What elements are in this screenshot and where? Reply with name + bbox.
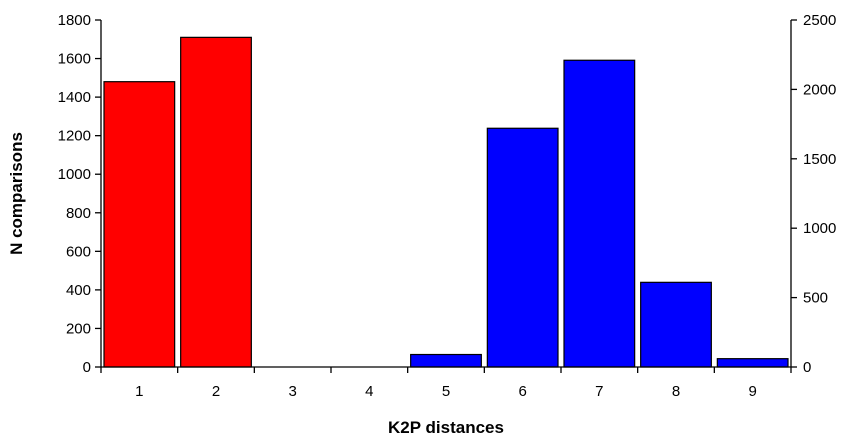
y-tick-label-right: 2000 bbox=[803, 81, 836, 98]
y-tick-label-left: 0 bbox=[83, 359, 91, 376]
x-tick-label: 6 bbox=[518, 383, 526, 400]
x-tick-label: 7 bbox=[595, 383, 603, 400]
bar-left-1 bbox=[103, 81, 176, 368]
bar-left-2 bbox=[180, 36, 252, 368]
y-tick-label-left: 1400 bbox=[58, 89, 91, 106]
x-tick-label: 1 bbox=[135, 383, 143, 400]
y-tick-label-left: 1800 bbox=[58, 12, 91, 29]
y-tick-label-left: 200 bbox=[66, 320, 91, 337]
y-tick-label-left: 1000 bbox=[58, 166, 91, 183]
y-tick-label-left: 400 bbox=[66, 282, 91, 299]
labels-group: 0 200 400 600 800 1000 1200 1400 1600 1800 0 500 100… bbox=[58, 12, 837, 400]
x-tick-label: 9 bbox=[748, 383, 756, 400]
bar-right-5 bbox=[410, 353, 482, 368]
x-tick-label: 3 bbox=[288, 383, 296, 400]
y-axis-title: N comparisons bbox=[7, 132, 26, 255]
y-tick-label-left: 800 bbox=[66, 205, 91, 222]
x-tick-label: 5 bbox=[442, 383, 450, 400]
axes-group bbox=[95, 19, 797, 373]
y-tick-label-left: 1200 bbox=[58, 128, 91, 145]
y-tick-label-right: 0 bbox=[803, 359, 811, 376]
x-axis-title: K2P distances bbox=[388, 418, 504, 437]
y-tick-label-right: 500 bbox=[803, 290, 828, 307]
y-tick-label-left: 1600 bbox=[58, 51, 91, 68]
bars-group bbox=[103, 36, 789, 368]
y-tick-label-right: 1000 bbox=[803, 220, 836, 237]
x-tick-label: 2 bbox=[212, 383, 220, 400]
bar-right-6 bbox=[486, 127, 559, 368]
bar-right-9 bbox=[716, 358, 789, 368]
bar-right-7 bbox=[563, 59, 636, 368]
y-tick-label-left: 600 bbox=[66, 243, 91, 260]
bar-right-8 bbox=[640, 281, 712, 368]
x-tick-label: 8 bbox=[672, 383, 680, 400]
y-tick-label-right: 1500 bbox=[803, 151, 836, 168]
y-tick-label-right: 2500 bbox=[803, 12, 836, 29]
x-tick-label: 4 bbox=[365, 383, 373, 400]
